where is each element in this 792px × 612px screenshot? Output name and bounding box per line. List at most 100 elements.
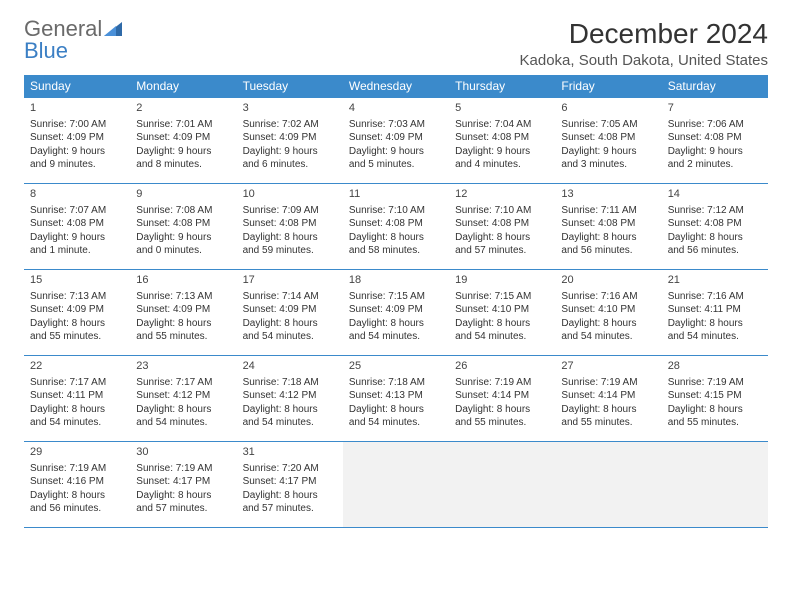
weekday-header: Friday — [555, 75, 661, 98]
sunrise-line: Sunrise: 7:05 AM — [561, 118, 655, 132]
daylight-line: Daylight: 8 hours and 54 minutes. — [455, 317, 549, 344]
calendar-day-cell: 6Sunrise: 7:05 AMSunset: 4:08 PMDaylight… — [555, 98, 661, 184]
calendar-empty-cell — [662, 442, 768, 528]
day-number: 6 — [561, 101, 655, 116]
weekday-header: Sunday — [24, 75, 130, 98]
calendar-day-cell: 15Sunrise: 7:13 AMSunset: 4:09 PMDayligh… — [24, 270, 130, 356]
sunset-line: Sunset: 4:17 PM — [243, 475, 337, 489]
daylight-line: Daylight: 8 hours and 55 minutes. — [30, 317, 124, 344]
daylight-line: Daylight: 9 hours and 4 minutes. — [455, 145, 549, 172]
sunset-line: Sunset: 4:08 PM — [136, 217, 230, 231]
sunset-line: Sunset: 4:12 PM — [243, 389, 337, 403]
sunset-line: Sunset: 4:08 PM — [561, 131, 655, 145]
daylight-line: Daylight: 9 hours and 8 minutes. — [136, 145, 230, 172]
sunrise-line: Sunrise: 7:19 AM — [561, 376, 655, 390]
sunrise-line: Sunrise: 7:17 AM — [30, 376, 124, 390]
day-number: 3 — [243, 101, 337, 116]
calendar-day-cell: 24Sunrise: 7:18 AMSunset: 4:12 PMDayligh… — [237, 356, 343, 442]
calendar-day-cell: 22Sunrise: 7:17 AMSunset: 4:11 PMDayligh… — [24, 356, 130, 442]
calendar-day-cell: 29Sunrise: 7:19 AMSunset: 4:16 PMDayligh… — [24, 442, 130, 528]
weekday-header: Wednesday — [343, 75, 449, 98]
daylight-line: Daylight: 8 hours and 54 minutes. — [561, 317, 655, 344]
sunrise-line: Sunrise: 7:13 AM — [30, 290, 124, 304]
calendar-day-cell: 17Sunrise: 7:14 AMSunset: 4:09 PMDayligh… — [237, 270, 343, 356]
sunrise-line: Sunrise: 7:10 AM — [349, 204, 443, 218]
sunrise-line: Sunrise: 7:19 AM — [30, 462, 124, 476]
daylight-line: Daylight: 8 hours and 57 minutes. — [455, 231, 549, 258]
day-number: 28 — [668, 359, 762, 374]
weekday-header: Thursday — [449, 75, 555, 98]
calendar-day-cell: 3 Sunrise: 7:02 AMSunset: 4:09 PMDaylight… — [237, 98, 343, 184]
sunrise-line: Sunrise: 7:17 AM — [136, 376, 230, 390]
sunset-line: Sunset: 4:08 PM — [668, 131, 762, 145]
day-number: 19 — [455, 273, 549, 288]
sunset-line: Sunset: 4:09 PM — [243, 131, 337, 145]
calendar-empty-cell — [449, 442, 555, 528]
calendar-day-cell: 7Sunrise: 7:06 AMSunset: 4:08 PMDaylight… — [662, 98, 768, 184]
day-number: 10 — [243, 187, 337, 202]
day-number: 30 — [136, 445, 230, 460]
sunrise-line: Sunrise: 7:12 AM — [668, 204, 762, 218]
sunset-line: Sunset: 4:09 PM — [349, 303, 443, 317]
daylight-line: Daylight: 8 hours and 54 minutes. — [668, 317, 762, 344]
calendar-week-row: 22Sunrise: 7:17 AMSunset: 4:11 PMDayligh… — [24, 356, 768, 442]
sunset-line: Sunset: 4:14 PM — [561, 389, 655, 403]
calendar-table: SundayMondayTuesdayWednesdayThursdayFrid… — [24, 75, 768, 528]
sunset-line: Sunset: 4:15 PM — [668, 389, 762, 403]
weekday-header: Saturday — [662, 75, 768, 98]
day-number: 24 — [243, 359, 337, 374]
calendar-day-cell: 13Sunrise: 7:11 AMSunset: 4:08 PMDayligh… — [555, 184, 661, 270]
sunrise-line: Sunrise: 7:19 AM — [455, 376, 549, 390]
day-number: 2 — [136, 101, 230, 116]
calendar-day-cell: 18Sunrise: 7:15 AMSunset: 4:09 PMDayligh… — [343, 270, 449, 356]
sunrise-line: Sunrise: 7:02 AM — [243, 118, 337, 132]
sunset-line: Sunset: 4:17 PM — [136, 475, 230, 489]
calendar-empty-cell — [343, 442, 449, 528]
sunset-line: Sunset: 4:09 PM — [136, 131, 230, 145]
calendar-day-cell: 11Sunrise: 7:10 AMSunset: 4:08 PMDayligh… — [343, 184, 449, 270]
daylight-line: Daylight: 9 hours and 1 minute. — [30, 231, 124, 258]
sunrise-line: Sunrise: 7:19 AM — [668, 376, 762, 390]
calendar-day-cell: 8Sunrise: 7:07 AMSunset: 4:08 PMDaylight… — [24, 184, 130, 270]
daylight-line: Daylight: 8 hours and 59 minutes. — [243, 231, 337, 258]
sunset-line: Sunset: 4:10 PM — [455, 303, 549, 317]
calendar-day-cell: 10Sunrise: 7:09 AMSunset: 4:08 PMDayligh… — [237, 184, 343, 270]
day-number: 25 — [349, 359, 443, 374]
sunset-line: Sunset: 4:16 PM — [30, 475, 124, 489]
day-number: 23 — [136, 359, 230, 374]
calendar-day-cell: 31Sunrise: 7:20 AMSunset: 4:17 PMDayligh… — [237, 442, 343, 528]
sunset-line: Sunset: 4:14 PM — [455, 389, 549, 403]
sunrise-line: Sunrise: 7:15 AM — [455, 290, 549, 304]
sunrise-line: Sunrise: 7:07 AM — [30, 204, 124, 218]
daylight-line: Daylight: 8 hours and 58 minutes. — [349, 231, 443, 258]
calendar-day-cell: 28Sunrise: 7:19 AMSunset: 4:15 PMDayligh… — [662, 356, 768, 442]
sunset-line: Sunset: 4:12 PM — [136, 389, 230, 403]
month-title: December 2024 — [520, 18, 769, 50]
daylight-line: Daylight: 9 hours and 6 minutes. — [243, 145, 337, 172]
calendar-day-cell: 2 Sunrise: 7:01 AMSunset: 4:09 PMDaylight… — [130, 98, 236, 184]
sunset-line: Sunset: 4:08 PM — [561, 217, 655, 231]
daylight-line: Daylight: 8 hours and 54 minutes. — [349, 317, 443, 344]
day-number: 14 — [668, 187, 762, 202]
day-number: 20 — [561, 273, 655, 288]
calendar-week-row: 1Sunrise: 7:00 AMSunset: 4:09 PMDaylight… — [24, 98, 768, 184]
logo-triangle-icon — [104, 18, 122, 40]
weekday-header: Monday — [130, 75, 236, 98]
sunrise-line: Sunrise: 7:04 AM — [455, 118, 549, 132]
sunset-line: Sunset: 4:11 PM — [30, 389, 124, 403]
sunrise-line: Sunrise: 7:08 AM — [136, 204, 230, 218]
sunset-line: Sunset: 4:08 PM — [349, 217, 443, 231]
sunrise-line: Sunrise: 7:01 AM — [136, 118, 230, 132]
day-number: 22 — [30, 359, 124, 374]
daylight-line: Daylight: 8 hours and 57 minutes. — [243, 489, 337, 516]
sunrise-line: Sunrise: 7:16 AM — [668, 290, 762, 304]
sunset-line: Sunset: 4:08 PM — [455, 131, 549, 145]
sunrise-line: Sunrise: 7:15 AM — [349, 290, 443, 304]
calendar-day-cell: 25Sunrise: 7:18 AMSunset: 4:13 PMDayligh… — [343, 356, 449, 442]
daylight-line: Daylight: 9 hours and 9 minutes. — [30, 145, 124, 172]
day-number: 9 — [136, 187, 230, 202]
daylight-line: Daylight: 8 hours and 55 minutes. — [561, 403, 655, 430]
sunrise-line: Sunrise: 7:19 AM — [136, 462, 230, 476]
day-number: 29 — [30, 445, 124, 460]
sunrise-line: Sunrise: 7:16 AM — [561, 290, 655, 304]
